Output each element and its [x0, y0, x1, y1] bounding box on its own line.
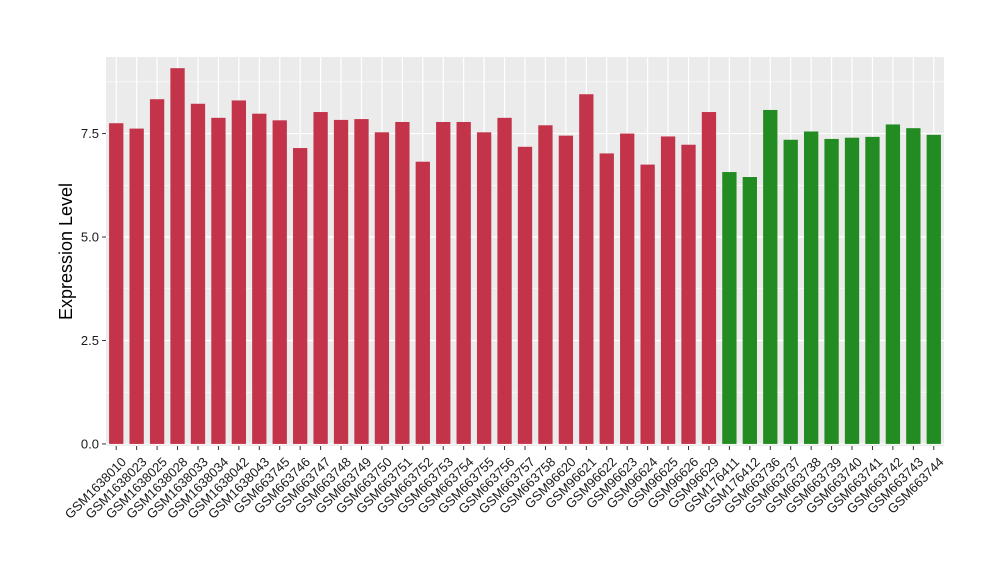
bar-GSM663743	[906, 128, 921, 444]
bar-GSM1638023	[129, 128, 144, 444]
bar-GSM1638034	[211, 117, 226, 444]
bar-GSM176412	[742, 177, 757, 444]
bar-GSM663741	[865, 136, 880, 444]
y-tick-label: 5.0	[81, 230, 99, 245]
bar-GSM663748	[333, 119, 349, 444]
bar-GSM1638033	[190, 103, 206, 444]
bar-GSM663754	[456, 121, 471, 444]
bar-GSM663747	[313, 112, 328, 444]
bar-GSM1638043	[252, 113, 267, 444]
bar-GSM96620	[558, 135, 574, 444]
y-tick-label: 7.5	[81, 126, 99, 141]
x-axis: GSM1638010GSM1638023GSM1638025GSM1638028…	[62, 446, 947, 522]
bar-GSM663758	[538, 125, 553, 444]
bar-GSM663738	[803, 131, 819, 444]
bar-GSM1638025	[149, 99, 165, 444]
bar-GSM663757	[517, 146, 533, 444]
bar-GSM663746	[293, 148, 308, 444]
bars	[109, 68, 941, 444]
bar-GSM663756	[497, 117, 512, 444]
y-tick-label: 2.5	[81, 333, 99, 348]
bar-GSM96625	[660, 136, 676, 444]
bar-GSM1638010	[109, 123, 124, 444]
bar-GSM663740	[844, 137, 860, 444]
bar-GSM1638028	[170, 68, 185, 444]
bar-GSM663753	[436, 121, 451, 444]
bar-GSM663736	[763, 109, 778, 444]
bar-GSM96623	[620, 133, 635, 444]
bar-GSM96629	[701, 112, 717, 444]
y-axis-title: Expression Level	[56, 183, 76, 320]
bar-GSM663737	[783, 139, 798, 444]
bar-GSM176411	[722, 172, 737, 444]
bar-GSM96621	[579, 94, 594, 444]
bar-GSM663752	[415, 161, 430, 444]
bar-GSM1638042	[231, 100, 247, 444]
bar-GSM96622	[599, 153, 614, 444]
bar-GSM663745	[272, 120, 287, 444]
y-axis: 0.0 2.5 5.0 7.5	[81, 126, 106, 451]
bar-GSM663742	[885, 124, 901, 444]
bar-GSM96624	[640, 164, 655, 444]
bar-GSM96626	[681, 144, 696, 444]
bar-GSM663750	[374, 132, 390, 444]
bar-GSM663744	[926, 134, 941, 444]
bar-GSM663755	[476, 132, 492, 444]
bar-GSM663751	[395, 121, 410, 444]
y-tick-label: 0.0	[81, 436, 99, 451]
bar-GSM663739	[824, 138, 839, 444]
bar-GSM663749	[354, 119, 369, 444]
